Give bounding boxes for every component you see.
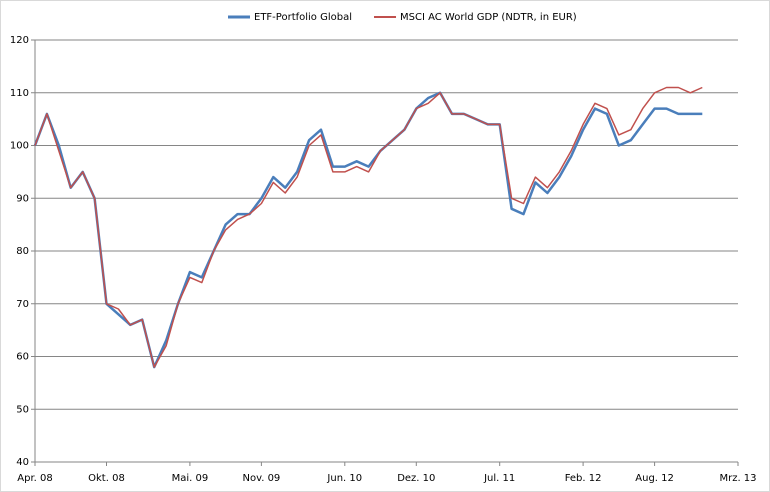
y-tick-label: 120: [10, 35, 29, 46]
x-tick-label: Apr. 08: [17, 473, 52, 484]
y-tick-label: 80: [16, 246, 29, 257]
y-tick-label: 40: [16, 457, 29, 468]
y-tick-label: 110: [10, 88, 29, 99]
y-tick-label: 90: [16, 193, 29, 204]
x-tick-label: Jul. 11: [483, 473, 515, 484]
y-tick-label: 100: [10, 141, 29, 152]
y-tick-label: 60: [16, 352, 29, 363]
legend-label: MSCI AC World GDP (NDTR, in EUR): [400, 12, 577, 23]
x-tick-label: Feb. 12: [565, 473, 602, 484]
x-tick-label: Nov. 09: [242, 473, 280, 484]
y-tick-label: 70: [16, 299, 29, 310]
x-tick-label: Okt. 08: [88, 473, 125, 484]
y-tick-label: 50: [16, 404, 29, 415]
x-tick-label: Mai. 09: [172, 473, 209, 484]
x-tick-label: Dez. 10: [397, 473, 435, 484]
series-line: [34, 86, 703, 368]
x-tick-label: Mrz. 13: [719, 473, 756, 484]
x-tick-label: Aug. 12: [635, 473, 674, 484]
x-tick-label: Jun. 10: [326, 473, 362, 484]
legend-label: ETF-Portfolio Global: [254, 12, 352, 23]
